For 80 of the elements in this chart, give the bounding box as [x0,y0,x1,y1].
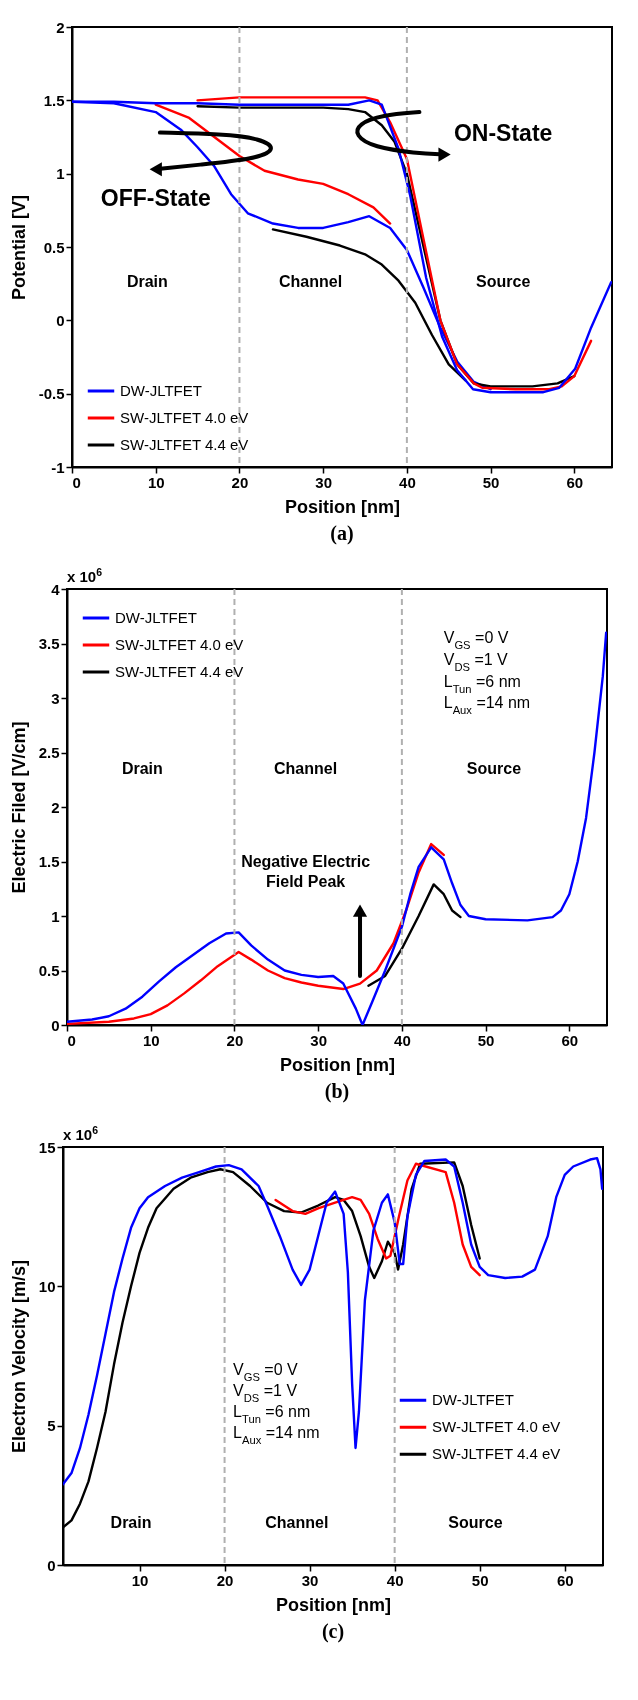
annotation: L$_{Aux}$ =14 nm [233,1423,320,1446]
annotation: L$_{Tun}$ =6 nm [443,672,521,695]
legend-label: DW-JLTFET [120,382,202,399]
x-tick-label: 10 [131,1571,149,1589]
y-tick-label: 2.5 [38,744,60,761]
text: (b) [324,1080,350,1103]
legend-label: SW-JLTFET 4.0 eV [120,409,249,426]
y-tick-label: 15 [38,1138,56,1156]
x-tick-label: 30 [315,473,333,491]
x-axis-title: Position [nm] [285,496,400,517]
x-tick-label: 50 [471,1571,489,1589]
y-tick-label: 10 [38,1277,56,1295]
annotation: Drain [126,273,168,291]
legend-label: SW-JLTFET 4.4 eV [115,663,244,680]
x-tick-label: 40 [399,473,416,491]
x-tick-label: 40 [394,1031,411,1049]
y-tick-label: 2 [56,18,65,36]
text: (a) [330,522,354,545]
x-tick-label: 60 [561,1031,579,1049]
x-tick-label: 20 [226,1031,244,1049]
text: x 10$^{6}$ [67,566,103,585]
annotation: V$_{DS}$ =1 V [233,1381,298,1404]
x-tick-label: 30 [301,1571,319,1589]
y-tick-label: 0.5 [43,238,65,256]
y-tick-label: 1.5 [43,91,65,109]
legend-label: DW-JLTFET [432,1391,514,1409]
annotation: V$_{DS}$ =1 V [443,650,509,673]
x-axis-title: Position [nm] [276,1594,391,1615]
x-tick-label: 10 [142,1031,160,1049]
text: (c) [321,1620,345,1643]
x-tick-label: 40 [386,1571,404,1589]
x-tick-label: 60 [556,1571,574,1589]
x-tick-label: 20 [231,473,249,491]
legend-label: SW-JLTFET 4.4 eV [120,436,249,453]
y-axis-title: Potential [V] [8,194,29,301]
annotation: L$_{Aux}$ =14 nm [443,694,531,717]
y-tick-label: 3 [51,689,60,707]
x-tick-label: 60 [566,473,584,491]
y-tick-label: 0 [56,311,65,329]
legend-label: DW-JLTFET [115,609,197,626]
annotation: Channel [274,759,338,777]
y-tick-label: 0 [47,1556,56,1574]
y-axis-title: Electron Velocity [m/s] [8,1259,29,1454]
annotation: Source [476,273,531,291]
legend-label: SW-JLTFET 4.4 eV [432,1445,561,1463]
y-tick-label: 0 [51,1016,60,1034]
text: x 10$^{6}$ [63,1124,99,1143]
y-tick-label: 4 [51,580,61,598]
legend-label: SW-JLTFET 4.0 eV [432,1418,561,1436]
y-tick-label: -0.5 [38,385,65,403]
annotation: Negative Electric Field Peak [241,852,371,890]
x-tick-label: 50 [477,1031,495,1049]
x-tick-label: 10 [147,473,165,491]
annotation: L$_{Tun}$ =6 nm [233,1402,311,1425]
legend-label: SW-JLTFET 4.0 eV [115,636,244,653]
x-axis-title: Position [nm] [280,1054,395,1075]
x-tick-label: 20 [216,1571,234,1589]
annotation: Source [466,759,522,777]
annotation: Channel [265,1514,329,1532]
y-tick-label: 1 [56,165,65,183]
x-tick-label: 0 [72,473,81,491]
x-tick-label: 50 [482,473,500,491]
x-tick-label: 30 [310,1031,328,1049]
y-tick-label: 1 [51,907,60,925]
y-tick-label: 5 [47,1417,56,1435]
y-axis-title: Electric Filed [V/cm] [8,721,29,894]
annotation: OFF-State [100,184,211,211]
x-tick-label: 0 [67,1031,76,1049]
y-tick-label: 3.5 [38,635,60,652]
annotation: ON-State [453,120,553,147]
y-tick-label: 0.5 [38,962,60,979]
annotation: V$_{GS}$ =0 V [233,1360,299,1383]
y-tick-label: -1 [51,458,65,476]
annotation: Drain [110,1514,152,1532]
annotation: Drain [121,759,163,777]
y-tick-label: 2 [51,798,60,816]
annotation: Channel [279,273,343,291]
annotation: V$_{GS}$ =0 V [443,629,509,652]
y-tick-label: 1.5 [38,853,60,870]
annotation: Source [448,1514,503,1532]
